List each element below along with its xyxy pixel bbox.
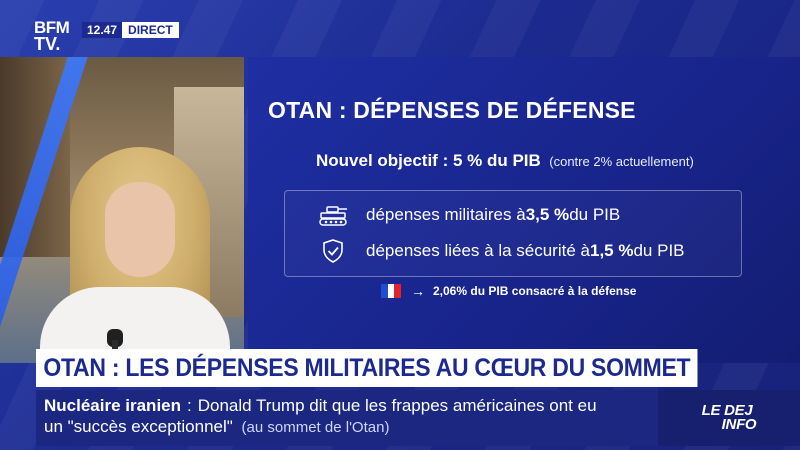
ticker-line-1: Nucléaire iranien: Donald Trump dit que l…	[44, 396, 597, 416]
ticker-separator: :	[187, 396, 192, 415]
military-value: 3,5 %	[525, 205, 570, 224]
shield-check-icon	[317, 239, 349, 263]
clock-time: 12.47	[82, 22, 123, 38]
program-logo-line-1: LE DEJ	[701, 402, 753, 419]
france-flag-icon	[381, 284, 402, 298]
france-note-row: → 2,06% du PIB consacré à la défense	[381, 283, 636, 299]
military-suffix: du PIB	[569, 205, 621, 224]
presenter-video	[0, 57, 244, 363]
info-panel	[248, 57, 800, 363]
security-value: 1,5 %	[589, 241, 634, 260]
security-suffix: du PIB	[633, 241, 685, 260]
france-note: 2,06% du PIB consacré à la défense	[433, 284, 637, 298]
security-prefix: dépenses liées à la sécurité à	[366, 241, 590, 260]
program-logo: LE DEJ INFO	[658, 390, 800, 446]
military-spending-row: dépenses militaires à 3,5 % du PIB	[317, 203, 620, 227]
presenter-face	[105, 182, 175, 277]
news-ticker: Nucléaire iranien: Donald Trump dit que l…	[36, 390, 658, 446]
ticker-line-2: un "succès exceptionnel" (au sommet de l…	[44, 417, 389, 437]
security-spending-row: dépenses liées à la sécurité à 1,5 % du …	[317, 239, 685, 263]
presenter	[30, 137, 230, 363]
live-badge: DIRECT	[122, 22, 179, 38]
spending-card: dépenses militaires à 3,5 % du PIB dépen…	[284, 190, 742, 277]
microphone-icon	[107, 329, 123, 347]
headline-banner: OTAN : LES DÉPENSES MILITAIRES AU CŒUR D…	[36, 349, 698, 387]
arrow-right-icon: →	[411, 283, 425, 299]
ticker-context: (au sommet de l'Otan)	[241, 419, 390, 436]
logo-line-2: TV.	[34, 34, 61, 54]
ticker-text-1: Donald Trump dit que les frappes américa…	[197, 396, 597, 415]
military-prefix: dépenses militaires à	[366, 205, 526, 224]
program-logo-line-2: INFO	[721, 416, 757, 433]
ticker-text-2: un "succès exceptionnel"	[44, 417, 233, 436]
ticker-topic: Nucléaire iranien	[44, 396, 182, 415]
channel-logo: BFM TV.	[34, 18, 78, 56]
tank-icon	[317, 203, 349, 227]
panel-title: OTAN : DÉPENSES DE DÉFENSE	[268, 97, 636, 123]
objective-note: (contre 2% actuellement)	[549, 154, 694, 169]
objective-main: Nouvel objectif : 5 % du PIB	[316, 151, 541, 170]
logo-line-1: BFM	[34, 18, 70, 37]
live-clock: 12.47 DIRECT	[82, 22, 179, 38]
objective-line: Nouvel objectif : 5 % du PIB (contre 2% …	[316, 151, 694, 171]
